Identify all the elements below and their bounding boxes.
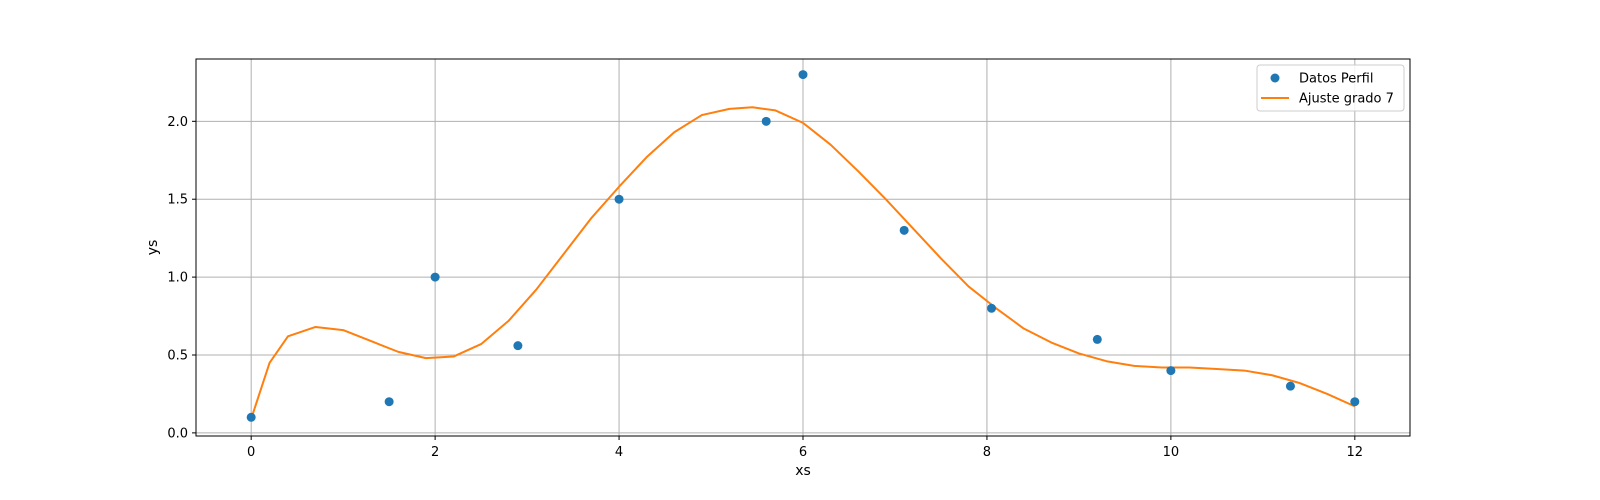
legend-box	[1256, 64, 1405, 112]
data-point	[384, 397, 394, 407]
x-tick-label: 12	[1347, 445, 1364, 460]
grid	[196, 59, 1410, 436]
data-point	[614, 194, 624, 204]
series-line-ajuste	[250, 106, 1356, 420]
x-tick-label: 4	[615, 445, 623, 460]
legend-marker-datos-perfil	[1270, 73, 1280, 83]
legend: Datos Perfil Ajuste grado 7	[1256, 64, 1405, 112]
x-tick-label: 0	[247, 445, 255, 460]
y-tick-label: 0.0	[167, 426, 188, 441]
data-point	[987, 303, 997, 313]
y-tick-label: 1.0	[167, 271, 188, 286]
y-axis-label: ys	[145, 240, 161, 256]
data-point	[1350, 397, 1360, 407]
legend-label-ajuste: Ajuste grado 7	[1299, 92, 1394, 107]
y-tick-label: 1.5	[167, 193, 188, 208]
ticks: 0 2 4 6 8 10 12 0.0 0.5 1.0 1.5 2.0	[167, 115, 1363, 460]
x-tick-label: 10	[1163, 445, 1180, 460]
data-point	[899, 225, 909, 235]
series-layer	[246, 70, 1360, 422]
data-point	[1166, 366, 1176, 376]
data-point	[761, 116, 771, 126]
y-tick-label: 2.0	[167, 115, 188, 130]
x-axis-label: xs	[795, 463, 811, 479]
x-tick-label: 2	[431, 445, 439, 460]
x-tick-label: 6	[799, 445, 807, 460]
data-point	[513, 341, 523, 351]
data-point	[1285, 381, 1295, 391]
data-point	[430, 272, 440, 282]
legend-label-datos-perfil: Datos Perfil	[1299, 72, 1373, 87]
data-point	[798, 70, 808, 80]
x-tick-label: 8	[983, 445, 991, 460]
y-tick-label: 0.5	[167, 348, 188, 363]
data-point	[246, 412, 256, 422]
data-point	[1092, 334, 1102, 344]
